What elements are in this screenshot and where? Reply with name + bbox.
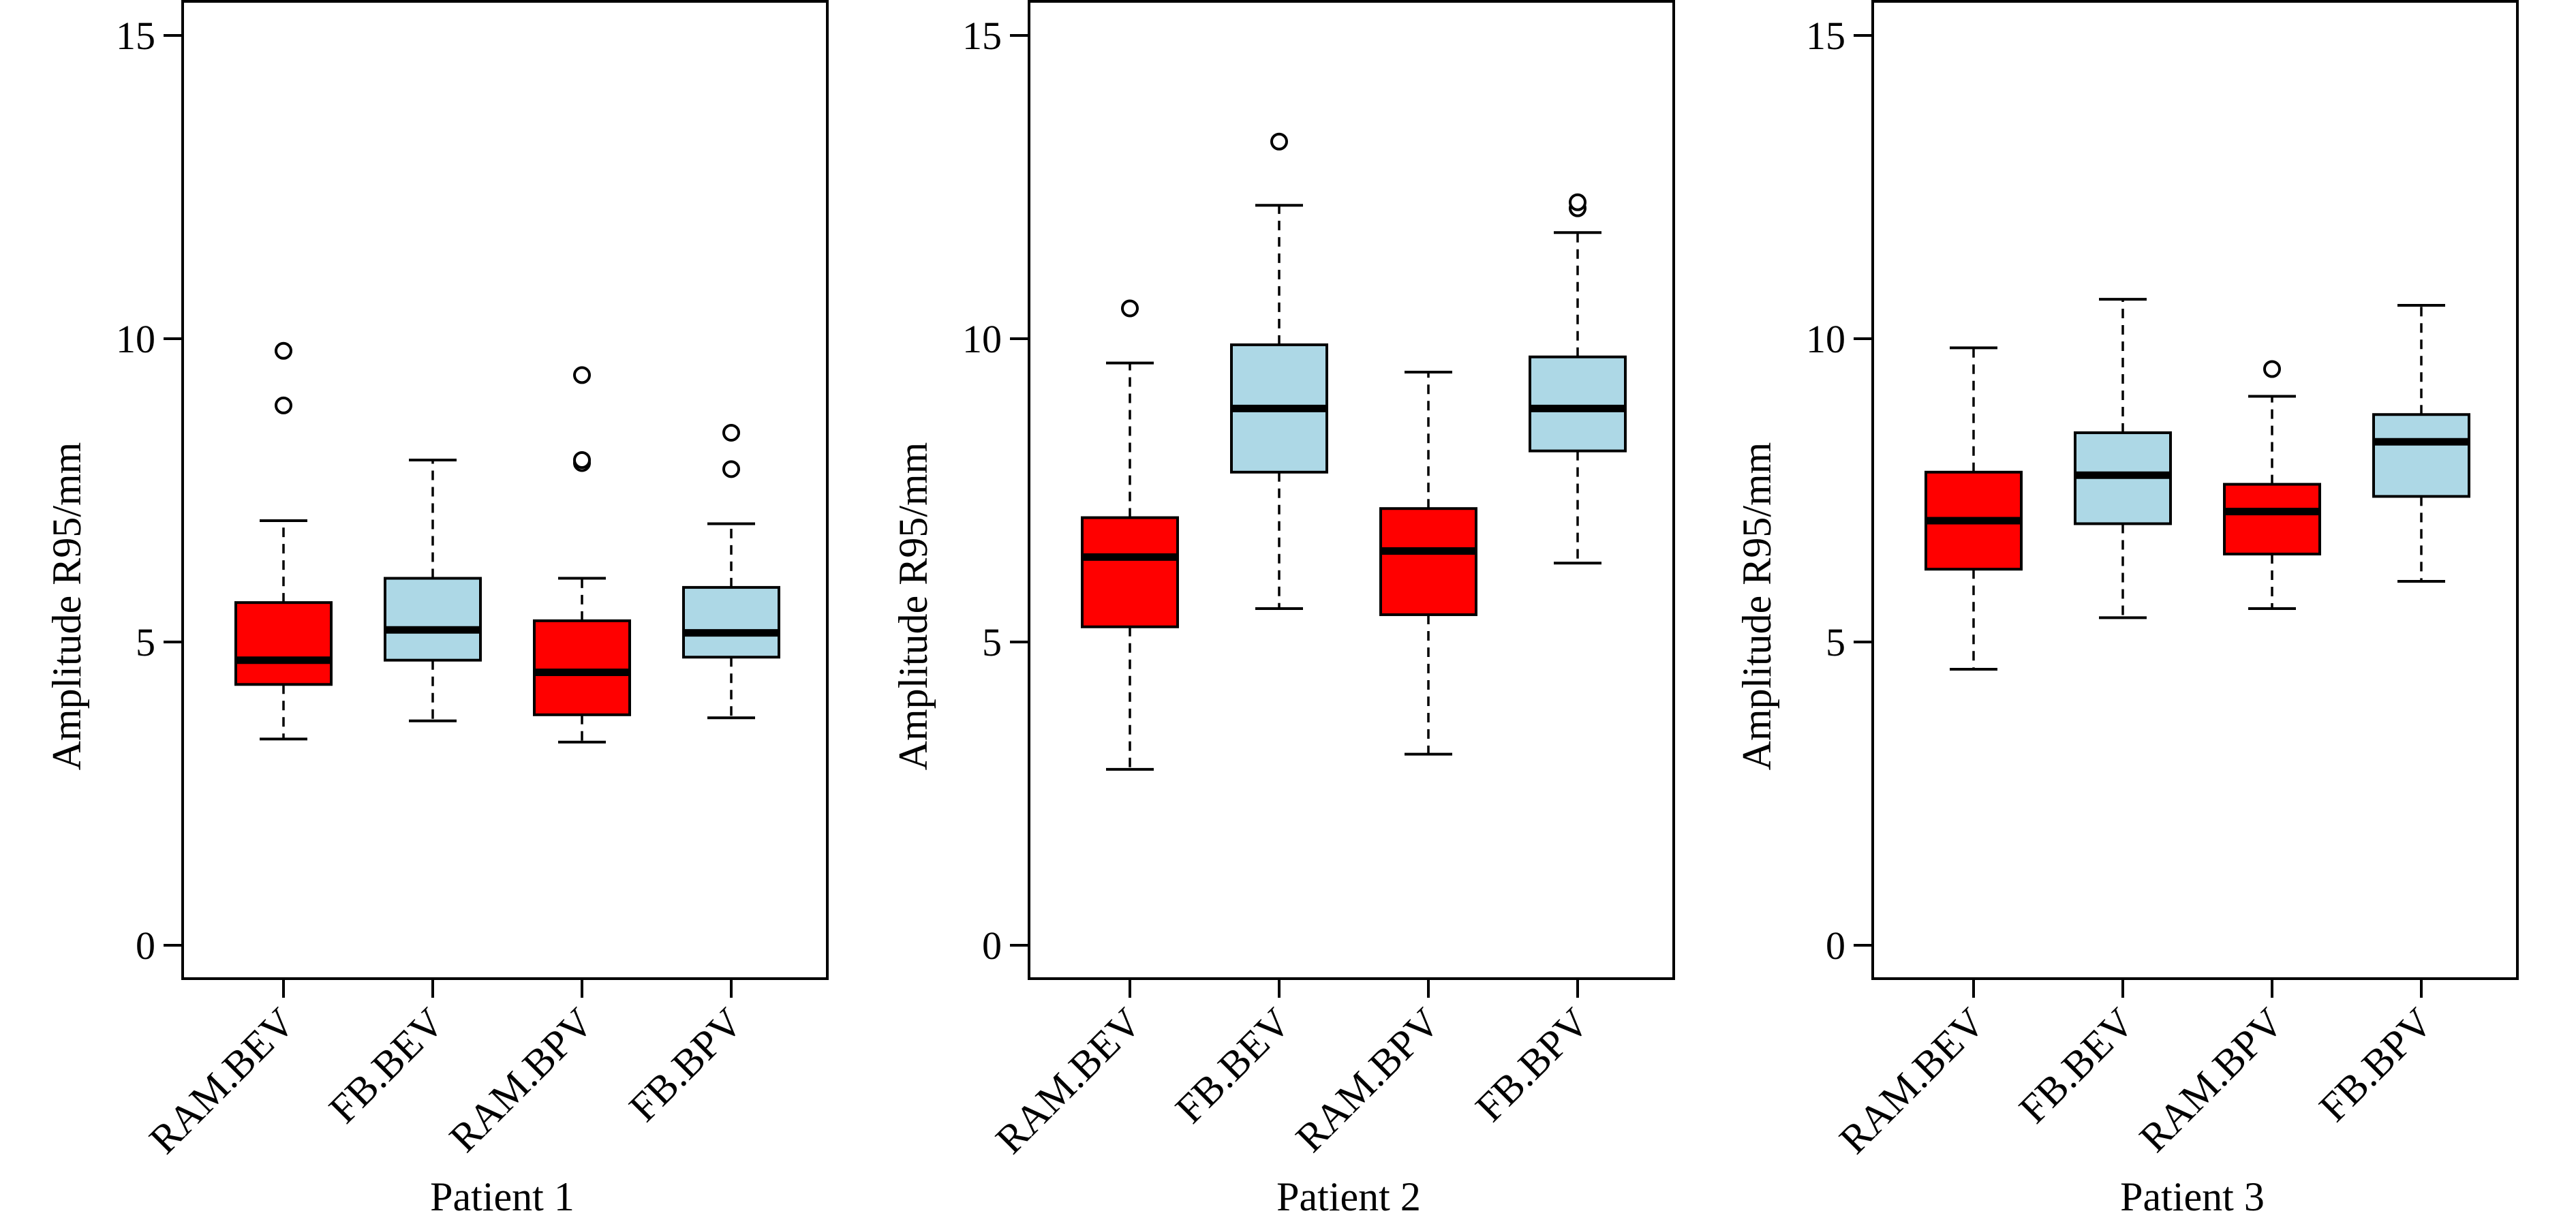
iqr-box bbox=[1379, 507, 1477, 616]
category-label: RAM.BEV bbox=[987, 1000, 1150, 1163]
outlier-point bbox=[1569, 193, 1586, 211]
iqr-box bbox=[1081, 516, 1179, 628]
y-axis-title: Amplitude R95/mm bbox=[891, 442, 936, 771]
box-fb-bpv: FB.BPV bbox=[2310, 304, 2470, 1131]
y-tick-label: 10 bbox=[1806, 317, 1845, 361]
outlier-point bbox=[573, 366, 591, 384]
category-label: FB.BEV bbox=[320, 1000, 453, 1132]
category-label: FB.BEV bbox=[1167, 1000, 1299, 1132]
category-label: RAM.BPV bbox=[1287, 1000, 1448, 1161]
y-tick-label: 5 bbox=[136, 620, 155, 664]
plot-frame bbox=[181, 0, 829, 980]
outlier-point bbox=[1121, 299, 1139, 318]
box-fb-bev: FB.BEV bbox=[320, 459, 482, 1132]
box-fb-bev: FB.BEV bbox=[2010, 298, 2172, 1132]
iqr-box bbox=[234, 601, 333, 686]
x-axis-title: Patient 3 bbox=[2120, 1174, 2265, 1219]
box-ram-bev: RAM.BEV bbox=[987, 299, 1179, 1163]
category-label: FB.BPV bbox=[620, 1000, 751, 1131]
iqr-box bbox=[533, 619, 631, 716]
panel-patient-1: 0 5 10 15 Amplitude R95/mm RAM.BEV FB.BEVRAM.B… bbox=[44, 0, 829, 1219]
outlier-point bbox=[573, 451, 591, 469]
iqr-box bbox=[384, 577, 482, 662]
outlier-point bbox=[275, 396, 292, 414]
box-ram-bpv: RAM.BPV bbox=[441, 366, 631, 1161]
y-tick-label: 0 bbox=[1826, 923, 1845, 968]
y-tick-label: 15 bbox=[1806, 14, 1845, 58]
outlier-point bbox=[722, 423, 740, 442]
iqr-box bbox=[1529, 355, 1627, 453]
category-label: RAM.BPV bbox=[441, 1000, 602, 1161]
box-fb-bpv: FB.BPV bbox=[1467, 193, 1627, 1131]
box-ram-bev: RAM.BEV bbox=[140, 341, 333, 1163]
box-ram-bpv: RAM.BPV bbox=[1287, 370, 1477, 1161]
x-axis-title: Patient 2 bbox=[1276, 1174, 1421, 1219]
category-label: FB.BPV bbox=[1467, 1000, 1597, 1131]
y-axis-title: Amplitude R95/mm bbox=[1734, 442, 1779, 771]
iqr-box bbox=[682, 585, 780, 659]
iqr-box bbox=[2372, 413, 2470, 498]
x-axis-title: Patient 1 bbox=[430, 1174, 574, 1219]
y-tick-label: 10 bbox=[962, 317, 1002, 361]
box-fb-bpv: FB.BPV bbox=[620, 423, 780, 1131]
category-label: RAM.BPV bbox=[2131, 1000, 2292, 1161]
y-axis-title: Amplitude R95/mm bbox=[44, 442, 89, 771]
outlier-point bbox=[1270, 132, 1288, 151]
y-tick-label: 15 bbox=[962, 14, 1002, 58]
category-label: FB.BPV bbox=[2310, 1000, 2441, 1131]
category-label: RAM.BEV bbox=[1830, 1000, 1993, 1163]
outlier-point bbox=[722, 460, 740, 478]
plot-frame bbox=[1028, 0, 1675, 980]
category-label: FB.BEV bbox=[2010, 1000, 2143, 1132]
category-label: RAM.BEV bbox=[140, 1000, 303, 1163]
panel-patient-3: 0 5 10 15 Amplitude R95/mm RAM.BEV FB.BEVRAM.B… bbox=[1734, 0, 2519, 1219]
plot-frame bbox=[1871, 0, 2519, 980]
panel-patient-2: 0 5 10 15 Amplitude R95/mm RAM.BEV FB.BEVRAM.B… bbox=[891, 0, 1675, 1219]
iqr-box bbox=[2223, 483, 2321, 555]
y-tick-label: 15 bbox=[116, 14, 155, 58]
outlier-point bbox=[275, 341, 292, 360]
box-fb-bev: FB.BEV bbox=[1167, 132, 1328, 1132]
y-tick-label: 0 bbox=[982, 923, 1002, 968]
y-tick-label: 10 bbox=[116, 317, 155, 361]
box-ram-bev: RAM.BEV bbox=[1830, 346, 2023, 1163]
y-tick-label: 0 bbox=[136, 923, 155, 968]
y-tick-label: 5 bbox=[1826, 620, 1845, 664]
y-tick-label: 5 bbox=[982, 620, 1002, 664]
outlier-point bbox=[2263, 360, 2281, 378]
